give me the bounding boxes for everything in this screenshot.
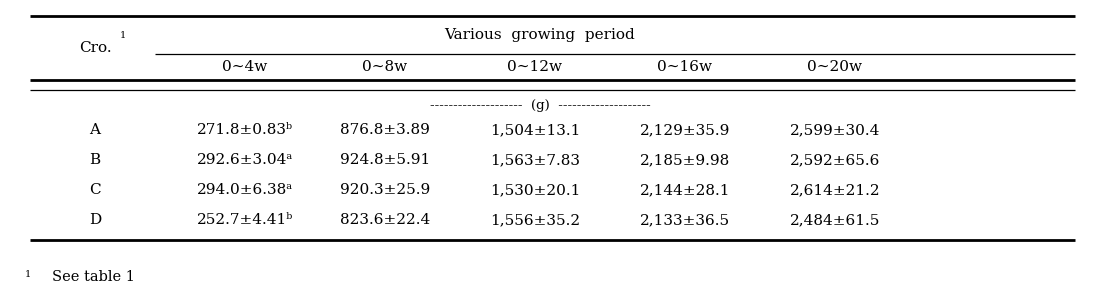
- Text: 2,144±28.1: 2,144±28.1: [640, 183, 731, 197]
- Text: 1: 1: [120, 32, 127, 41]
- Text: Cro.: Cro.: [78, 41, 111, 55]
- Text: 2,129±35.9: 2,129±35.9: [640, 123, 731, 137]
- Text: 252.7±4.41ᵇ: 252.7±4.41ᵇ: [197, 213, 293, 227]
- Text: B: B: [89, 153, 100, 167]
- Text: 2,484±61.5: 2,484±61.5: [790, 213, 880, 227]
- Text: 271.8±0.83ᵇ: 271.8±0.83ᵇ: [197, 123, 293, 137]
- Text: 294.0±6.38ᵃ: 294.0±6.38ᵃ: [197, 183, 293, 197]
- Text: 2,185±9.98: 2,185±9.98: [640, 153, 731, 167]
- Text: 2,133±36.5: 2,133±36.5: [640, 213, 730, 227]
- Text: Various  growing  period: Various growing period: [444, 28, 636, 42]
- Text: 1,530±20.1: 1,530±20.1: [489, 183, 580, 197]
- Text: 1: 1: [25, 270, 31, 279]
- Text: 2,614±21.2: 2,614±21.2: [790, 183, 880, 197]
- Text: A: A: [89, 123, 100, 137]
- Text: 1,504±13.1: 1,504±13.1: [489, 123, 580, 137]
- Text: 0∼12w: 0∼12w: [508, 60, 562, 74]
- Text: 2,599±30.4: 2,599±30.4: [790, 123, 880, 137]
- Text: 1,556±35.2: 1,556±35.2: [490, 213, 580, 227]
- Text: 924.8±5.91: 924.8±5.91: [339, 153, 430, 167]
- Text: 0∼20w: 0∼20w: [808, 60, 863, 74]
- Text: 920.3±25.9: 920.3±25.9: [339, 183, 430, 197]
- Text: 1,563±7.83: 1,563±7.83: [490, 153, 580, 167]
- Text: C: C: [89, 183, 100, 197]
- Text: See table 1: See table 1: [52, 270, 134, 284]
- Text: --------------------  (g)  --------------------: -------------------- (g) ---------------…: [430, 99, 650, 111]
- Text: 2,592±65.6: 2,592±65.6: [790, 153, 880, 167]
- Text: 292.6±3.04ᵃ: 292.6±3.04ᵃ: [197, 153, 293, 167]
- Text: 0∼8w: 0∼8w: [363, 60, 408, 74]
- Text: 0∼16w: 0∼16w: [658, 60, 713, 74]
- Text: 823.6±22.4: 823.6±22.4: [339, 213, 430, 227]
- Text: D: D: [89, 213, 101, 227]
- Text: 0∼4w: 0∼4w: [223, 60, 268, 74]
- Text: 876.8±3.89: 876.8±3.89: [341, 123, 430, 137]
